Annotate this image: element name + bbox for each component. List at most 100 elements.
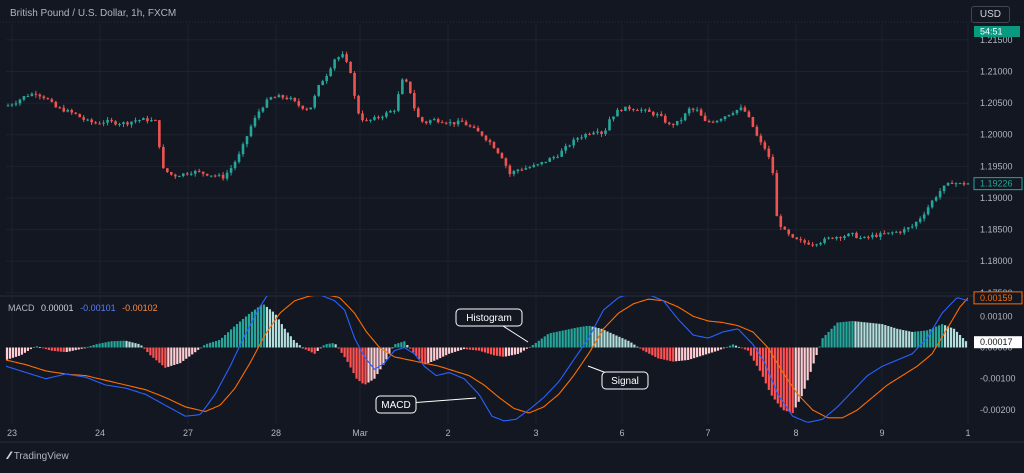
- candle-up: [942, 185, 946, 192]
- histogram-bar-negative: [158, 347, 161, 363]
- histogram-bar-negative: [462, 347, 466, 350]
- histogram-bar-positive: [839, 322, 842, 348]
- candle-down: [46, 98, 50, 100]
- histogram-bar-negative: [319, 347, 322, 349]
- annotation-layer: Histogram Signal MACD: [375, 308, 649, 414]
- candle-down: [775, 173, 779, 217]
- histogram-bar-negative: [460, 347, 463, 351]
- histogram-bar-positive: [842, 321, 845, 348]
- candle-down: [767, 148, 771, 157]
- candle-down: [78, 113, 81, 118]
- histogram-bar-negative: [486, 347, 490, 354]
- histogram-bar-negative: [23, 347, 27, 353]
- histogram-bar-negative: [433, 347, 436, 361]
- candle-up: [879, 233, 882, 237]
- histogram-bar-positive: [537, 340, 540, 348]
- histogram-bar-positive: [334, 344, 337, 348]
- candle-down: [158, 120, 161, 148]
- candle-down: [783, 226, 787, 230]
- candle-down: [185, 173, 189, 175]
- candle-up: [401, 79, 404, 95]
- histogram-bar-positive: [119, 340, 122, 348]
- candle-up: [142, 118, 145, 121]
- macd-line: [6, 296, 968, 423]
- histogram-bar-negative: [749, 347, 753, 356]
- candle-up: [827, 237, 830, 239]
- histogram-bar-positive: [830, 328, 833, 348]
- candle-down: [50, 99, 54, 102]
- histogram-bar-positive: [552, 332, 555, 348]
- candle-up: [548, 158, 552, 162]
- histogram-bar-negative: [474, 347, 478, 351]
- histogram-bar-negative: [179, 347, 182, 364]
- candle-down: [811, 244, 814, 246]
- histogram-bar-positive: [564, 329, 567, 348]
- histogram-bar-negative: [161, 347, 164, 366]
- histogram-bar-negative: [666, 347, 669, 361]
- histogram-bar-negative: [77, 347, 80, 350]
- histogram-bar-positive: [570, 328, 573, 348]
- histogram-bar-negative: [669, 347, 672, 361]
- candle-up: [914, 221, 918, 227]
- candle-up: [859, 237, 862, 239]
- price-tick-label: 1.19000: [980, 193, 1013, 203]
- histogram-bar-positive: [301, 347, 304, 349]
- candle-up: [389, 111, 392, 113]
- time-tick-label: 24: [95, 428, 105, 438]
- histogram-value-box: [974, 336, 1022, 349]
- candle-up: [177, 176, 181, 178]
- candle-up: [926, 207, 930, 215]
- histogram-bar-negative: [152, 347, 155, 358]
- histogram-bar-positive: [866, 322, 869, 348]
- candle-down: [759, 135, 763, 143]
- histogram-bar-positive: [902, 330, 905, 348]
- candle-up: [30, 93, 34, 96]
- histogram-bar-positive: [952, 328, 956, 348]
- histogram-bar-positive: [131, 342, 134, 348]
- candle-up: [237, 154, 241, 162]
- macd-legend: MACD 0.00001 -0.00101 -0.00102: [8, 303, 162, 313]
- histogram-bar-negative: [815, 347, 818, 356]
- currency-button[interactable]: USD: [970, 6, 1010, 23]
- candle-up: [655, 114, 659, 116]
- histogram-bar-negative: [442, 347, 445, 357]
- candle-down: [476, 127, 480, 132]
- histogram-bar-positive: [734, 345, 738, 348]
- candle-down: [34, 93, 38, 95]
- histogram-bar-negative: [713, 347, 717, 352]
- histogram-bar-positive: [113, 341, 116, 348]
- candle-down: [301, 105, 305, 109]
- candle-up: [934, 197, 938, 201]
- histogram-bar-positive: [600, 328, 603, 348]
- histogram-bar-negative: [457, 347, 460, 351]
- histogram-bar-positive: [295, 342, 298, 348]
- histogram-bar-positive: [400, 342, 403, 348]
- histogram-bar-positive: [325, 344, 328, 348]
- candle-down: [173, 174, 177, 177]
- histogram-bar-negative: [657, 347, 660, 359]
- grid-layer: [0, 21, 1024, 443]
- candle-down: [648, 109, 651, 112]
- histogram-bar-negative: [173, 347, 176, 365]
- histogram-bar-positive: [406, 345, 409, 348]
- candle-down: [855, 232, 858, 239]
- histogram-bar-negative: [41, 347, 44, 349]
- candle-up: [181, 173, 185, 177]
- candle-up: [644, 109, 647, 111]
- histogram-bar-positive: [134, 343, 137, 348]
- candle-up: [871, 234, 874, 238]
- histogram-bar-negative: [388, 347, 391, 354]
- candle-down: [221, 174, 225, 179]
- histogram-bar-positive: [961, 338, 965, 348]
- candle-down: [779, 216, 783, 227]
- candle-down: [349, 61, 352, 74]
- candle-down: [667, 122, 671, 125]
- histogram-bar-negative: [364, 347, 367, 385]
- histogram-bar-positive: [277, 319, 280, 348]
- tradingview-logo[interactable]: ⁄⁄ TradingView: [8, 450, 69, 462]
- histogram-bar-positive: [615, 335, 618, 348]
- histogram-bar-positive: [857, 321, 860, 348]
- candle-down: [146, 118, 149, 122]
